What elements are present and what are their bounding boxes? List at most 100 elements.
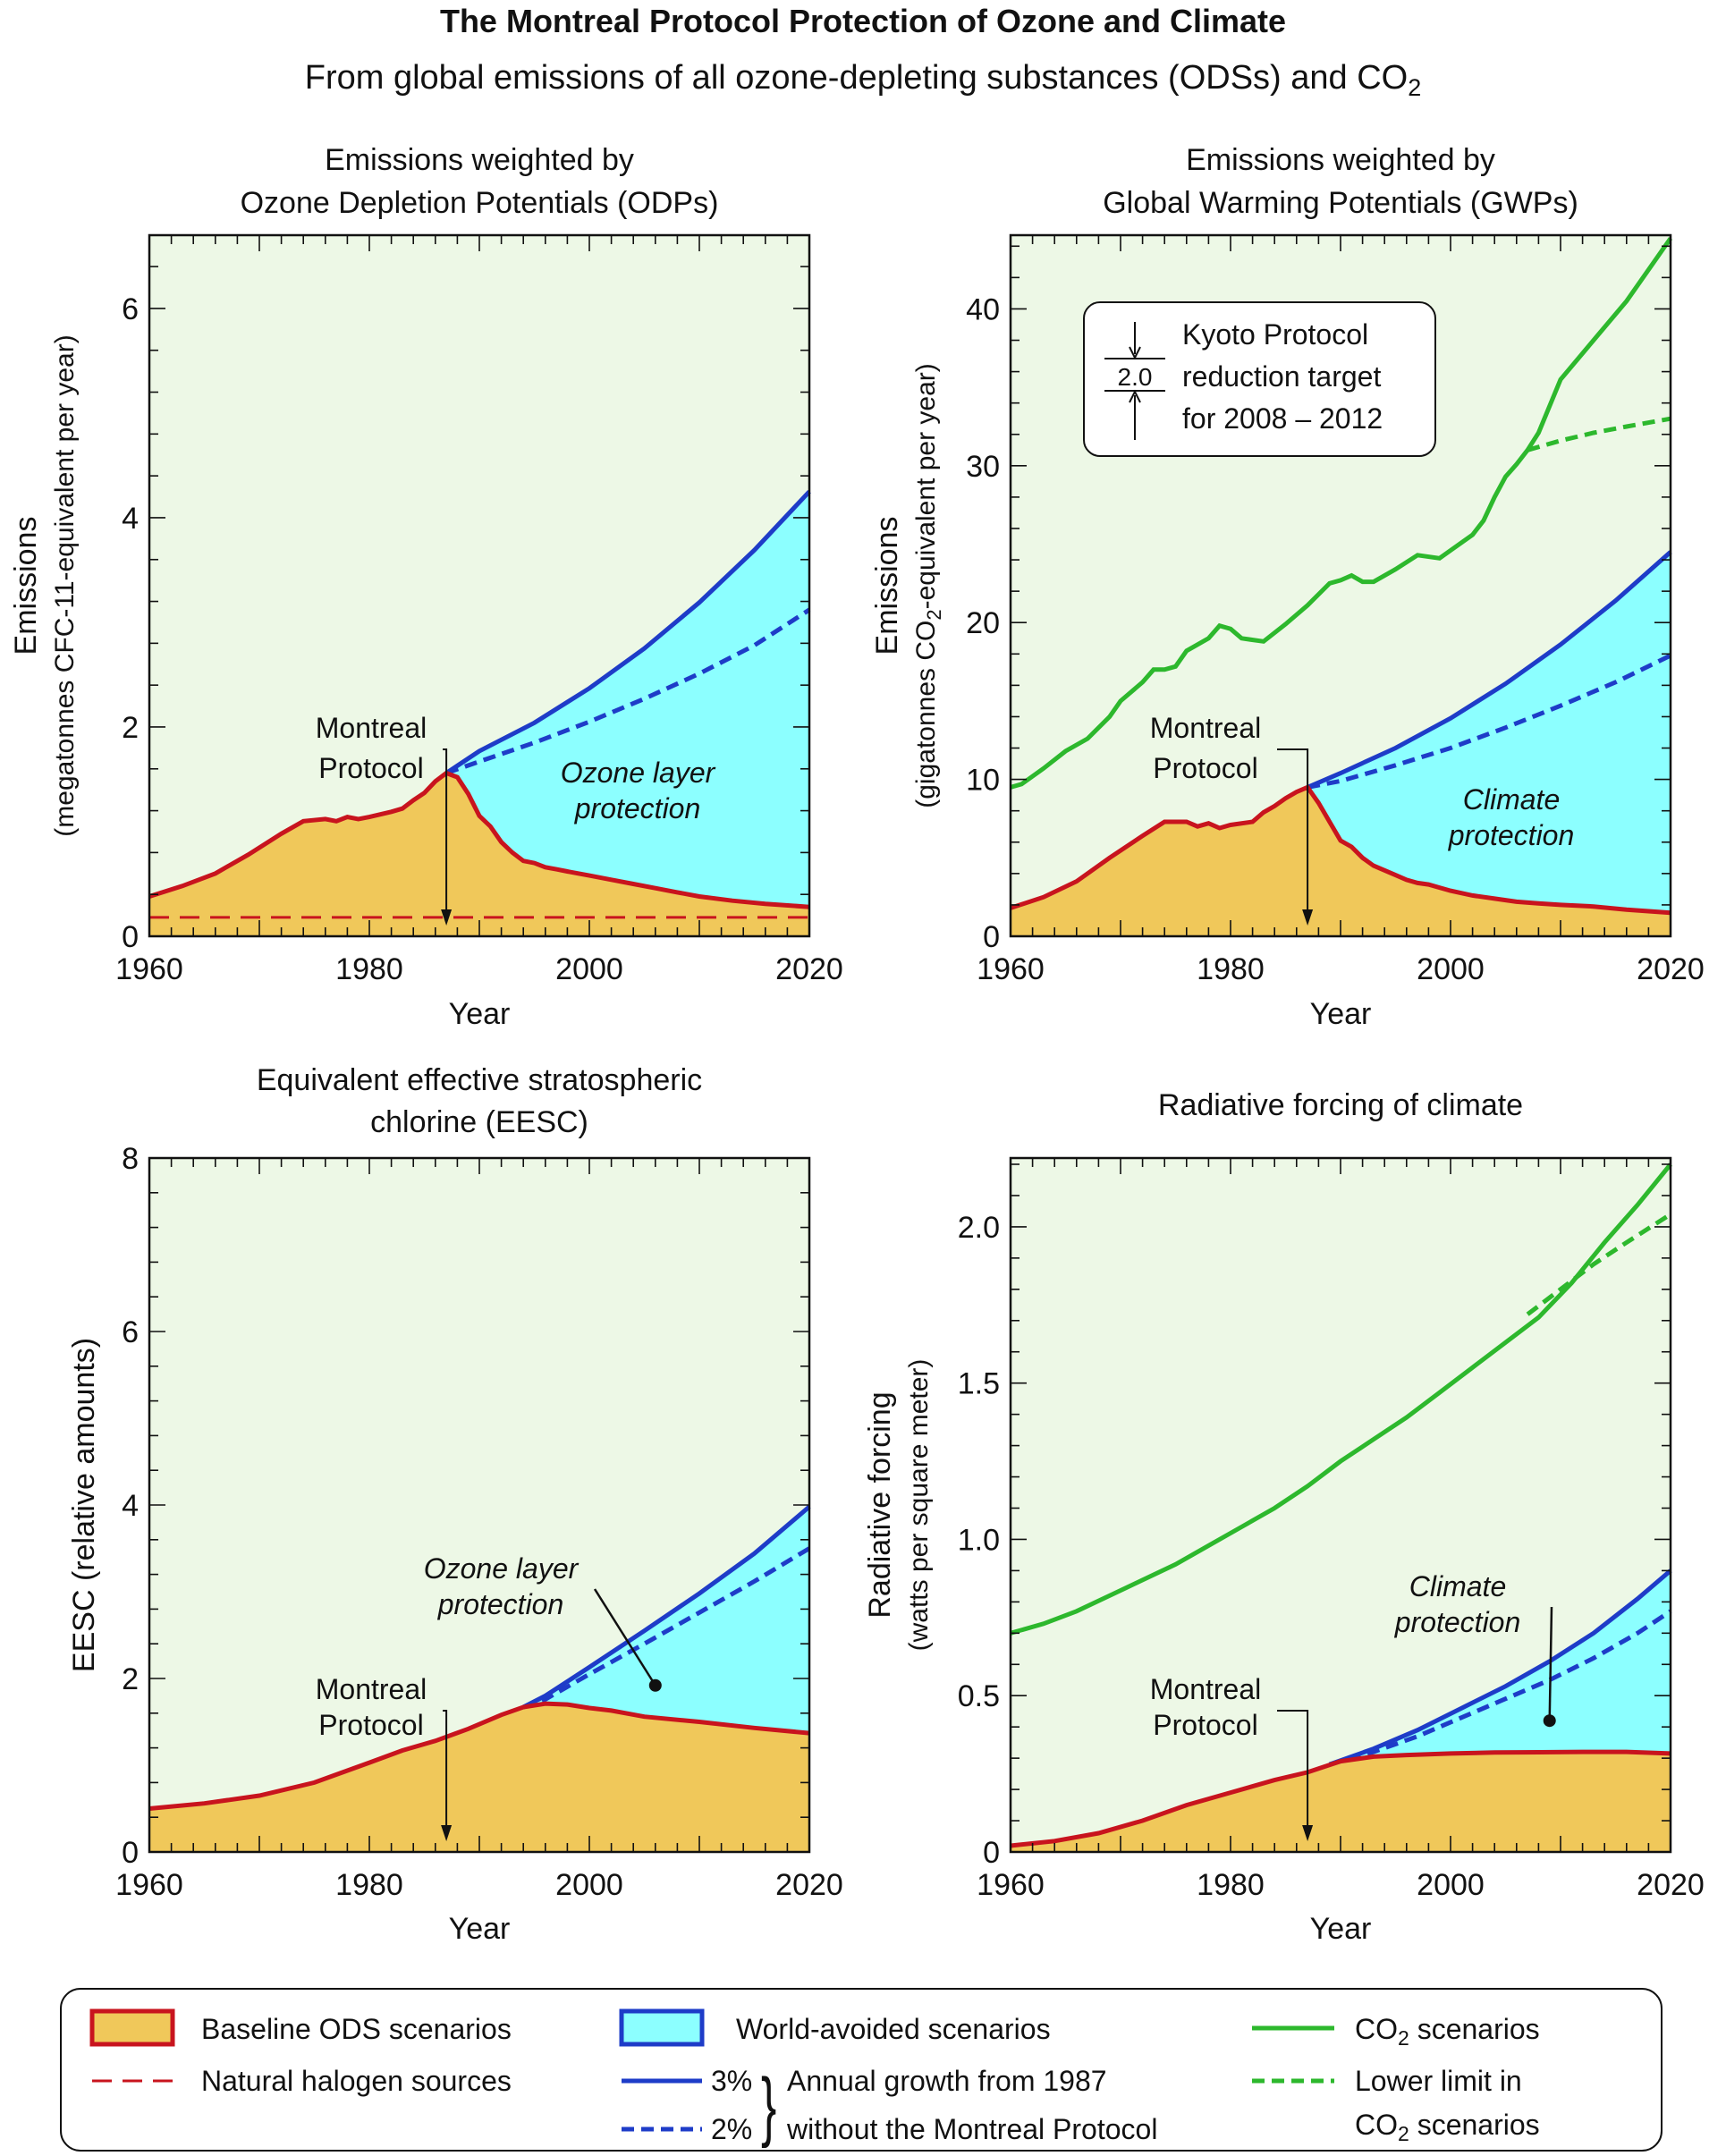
protection-label: protection: [437, 1588, 564, 1620]
y-tick-label: 8: [122, 1142, 139, 1176]
montreal-protocol-arrow: [443, 748, 448, 918]
x-tick-label: 1980: [335, 1868, 403, 1902]
legend-baseline-label: Baseline ODS scenarios: [201, 2013, 512, 2045]
y-tick-label: 1.0: [958, 1523, 1000, 1557]
x-tick-label: 2000: [555, 1868, 623, 1902]
legend-co2-lower-line2: CO2 scenarios: [1355, 2109, 1540, 2145]
protection-pointer: [593, 1588, 656, 1687]
chart-title: Emissions weighted by: [325, 143, 634, 177]
montreal-protocol-label: Montreal: [316, 1673, 427, 1705]
protection-pointer-dot: [1543, 1714, 1556, 1728]
y-tick-label: 0.5: [958, 1679, 1000, 1713]
y-axis-label: Radiative forcing: [863, 1391, 897, 1618]
y-tick-label: 10: [966, 764, 1000, 798]
montreal-protocol-arrow: [1277, 748, 1309, 918]
world-avoided-2pct-line: [445, 607, 811, 775]
world-avoided-region: [446, 491, 809, 908]
legend-2pct-label: 2%: [711, 2113, 752, 2145]
protection-label: protection: [1394, 1606, 1521, 1638]
y-tick-label: 40: [966, 292, 1000, 326]
world-avoided-region: [1307, 552, 1671, 913]
protection-label: protection: [574, 792, 701, 824]
legend-growth-line1: Annual growth from 1987: [787, 2065, 1107, 2097]
kyoto-label: reduction target: [1182, 360, 1381, 393]
montreal-protocol-label: Montreal: [1150, 1673, 1262, 1705]
chart-title: Emissions weighted by: [1186, 143, 1495, 177]
world-avoided-region: [1329, 1570, 1671, 1765]
x-axis-label: Year: [449, 997, 511, 1031]
montreal-protocol-arrowhead: [441, 909, 453, 926]
baseline-ods-area: [149, 1704, 809, 1852]
chart-title: Radiative forcing of climate: [1158, 1088, 1523, 1122]
y-tick-label: 30: [966, 450, 1000, 484]
co2-scenario-line: [1010, 237, 1673, 790]
x-tick-label: 2020: [775, 1868, 843, 1902]
x-tick-label: 2000: [1417, 952, 1485, 986]
x-tick-label: 2020: [775, 952, 843, 986]
x-tick-label: 1980: [335, 952, 403, 986]
y-axis-label: (gigatonnes CO2-equivalent per year): [911, 363, 945, 808]
world-avoided-2pct-line: [1307, 653, 1672, 790]
protection-label: Climate: [1409, 1570, 1506, 1602]
montreal-protocol-label: Protocol: [1153, 752, 1257, 784]
y-axis-label: Emissions: [9, 517, 43, 655]
figure-subtitle-sub: 2: [1408, 74, 1421, 101]
panel-radiative-forcing: 1960 1980 2000 2020 0 0.5 1.0 1.5 2.0 Radiative f…: [863, 1088, 1705, 1946]
legend-world-avoided-swatch: [619, 2008, 705, 2047]
x-tick-label: 1960: [977, 952, 1045, 986]
chart-title: chlorine (EESC): [370, 1105, 588, 1139]
panel-gwp-emissions: 1960 1980 2000 2020 0 10 20 30 40 Emissions weigh…: [870, 143, 1705, 1031]
y-tick-label: 6: [122, 292, 139, 326]
protection-label: Ozone layer: [561, 757, 716, 789]
kyoto-arrow-down: [1129, 322, 1141, 360]
kyoto-label: Kyoto Protocol: [1182, 318, 1368, 351]
montreal-protocol-label: Protocol: [318, 752, 423, 784]
montreal-protocol-arrow: [443, 1710, 448, 1834]
y-tick-label: 0: [983, 1836, 1000, 1870]
panel-odp-emissions: 1960 1980 2000 2020 0 2 4 6 Emissions weighted b…: [9, 143, 843, 1031]
y-tick-label: 4: [122, 1489, 139, 1523]
y-axis-label: (megatonnes CFC-11-equivalent per year): [50, 334, 80, 836]
world-avoided-2pct-line: [1329, 1609, 1672, 1767]
montreal-protocol-arrowhead: [441, 1825, 453, 1841]
baseline-ods-line: [1010, 1749, 1671, 1848]
montreal-protocol-arrowhead: [1302, 1825, 1314, 1841]
y-axis-label: Emissions: [870, 517, 904, 655]
kyoto-label: for 2008 – 2012: [1182, 402, 1383, 435]
montreal-protocol-label: Montreal: [1150, 712, 1262, 744]
legend-world-avoided-label: World-avoided scenarios: [736, 2013, 1051, 2045]
world-avoided-region: [523, 1506, 809, 1734]
baseline-ods-area: [1011, 1752, 1671, 1852]
x-tick-label: 2020: [1637, 1868, 1705, 1902]
y-tick-label: 20: [966, 606, 1000, 640]
chart-title: Global Warming Potentials (GWPs): [1103, 186, 1578, 220]
y-tick-label: 6: [122, 1315, 139, 1349]
figure-title: The Montreal Protocol Protection of Ozon…: [440, 3, 1286, 39]
x-tick-label: 2000: [1417, 1868, 1485, 1902]
baseline-ods-line: [1010, 784, 1671, 916]
x-tick-label: 2000: [555, 952, 623, 986]
x-tick-label: 1960: [115, 952, 183, 986]
legend: Baseline ODS scenarios Natural halogen s…: [60, 1988, 1663, 2152]
baseline-ods-area: [1011, 787, 1671, 936]
legend-co2-label: CO2 scenarios: [1355, 2013, 1540, 2050]
protection-label: Ozone layer: [424, 1552, 580, 1585]
y-tick-label: 2: [122, 1662, 139, 1696]
co2-scenario-line: [1010, 1163, 1672, 1636]
protection-pointer: [1548, 1606, 1553, 1721]
world-avoided-3pct-line: [1307, 550, 1672, 790]
legend-baseline-swatch: [89, 2008, 175, 2047]
protection-pointer-dot: [648, 1678, 662, 1692]
figure-subtitle: From global emissions of all ozone-deple…: [305, 59, 1422, 101]
legend-natural-label: Natural halogen sources: [201, 2065, 512, 2097]
y-tick-label: 0: [122, 1836, 139, 1870]
co2-lower-limit-line: [1526, 1212, 1672, 1316]
kyoto-box: [1083, 301, 1436, 457]
y-tick-label: 2: [122, 711, 139, 745]
y-tick-label: 4: [122, 502, 139, 536]
montreal-protocol-label: Protocol: [1153, 1709, 1257, 1741]
chart-title: Ozone Depletion Potentials (ODPs): [241, 186, 719, 220]
legend-growth-line2: without the Montreal Protocol: [786, 2113, 1157, 2145]
legend-3pct-label: 3%: [711, 2065, 752, 2097]
